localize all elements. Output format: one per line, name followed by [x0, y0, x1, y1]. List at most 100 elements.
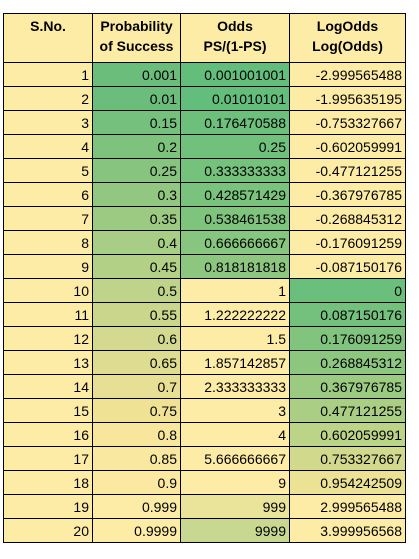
logodds-cell[interactable]: -0.176091259 [289, 230, 406, 255]
probability-cell[interactable]: 0.2 [92, 134, 181, 159]
sno-cell[interactable]: 11 [3, 302, 93, 327]
sno-cell[interactable]: 15 [3, 398, 93, 423]
probability-cell[interactable]: 0.8 [92, 422, 181, 447]
odds-cell[interactable]: 0.176470588 [180, 110, 290, 135]
probability-cell[interactable]: 0.85 [92, 446, 181, 471]
odds-cell[interactable]: 0.001001001 [180, 62, 290, 87]
odds-cell[interactable]: 999 [180, 494, 290, 519]
logodds-cell[interactable]: -0.602059991 [289, 134, 406, 159]
probability-cell[interactable]: 0.25 [92, 158, 181, 183]
table-row: 1 0.001 0.001001001 -2.999565488 [3, 62, 406, 87]
odds-cell[interactable]: 5.666666667 [180, 446, 290, 471]
logodds-cell[interactable]: -0.477121255 [289, 158, 406, 183]
sno-cell[interactable]: 3 [3, 110, 93, 135]
table-row: 16 0.8 4 0.602059991 [3, 422, 406, 447]
probability-cell[interactable]: 0.15 [92, 110, 181, 135]
logodds-cell[interactable]: 0.176091259 [289, 326, 406, 351]
probability-cell[interactable]: 0.65 [92, 350, 181, 375]
logodds-cell[interactable]: 0.954242509 [289, 470, 406, 495]
header-odds-line1: Odds [217, 18, 253, 34]
sno-cell[interactable]: 4 [3, 134, 93, 159]
sno-cell[interactable]: 1 [3, 62, 93, 87]
sno-cell[interactable]: 13 [3, 350, 93, 375]
probability-cell[interactable]: 0.9999 [92, 518, 181, 543]
sno-cell[interactable]: 8 [3, 230, 93, 255]
odds-cell[interactable]: 0.666666667 [180, 230, 290, 255]
logodds-cell[interactable]: -0.753327667 [289, 110, 406, 135]
header-probability-line2: of Success [99, 38, 174, 54]
table-row: 8 0.4 0.666666667 -0.176091259 [3, 230, 406, 255]
table-row: 9 0.45 0.818181818 -0.087150176 [3, 254, 406, 279]
probability-cell[interactable]: 0.7 [92, 374, 181, 399]
probability-cell[interactable]: 0.75 [92, 398, 181, 423]
logodds-cell[interactable]: -2.999565488 [289, 62, 406, 87]
sno-cell[interactable]: 20 [3, 518, 93, 543]
table-row: 20 0.9999 9999 3.999956568 [3, 518, 406, 543]
logodds-cell[interactable]: 3.999956568 [289, 518, 406, 543]
header-sno-line1: S.No. [30, 18, 66, 34]
sno-cell[interactable]: 14 [3, 374, 93, 399]
probability-cell[interactable]: 0.6 [92, 326, 181, 351]
table-row: 2 0.01 0.01010101 -1.995635195 [3, 86, 406, 111]
logodds-cell[interactable]: 0.753327667 [289, 446, 406, 471]
odds-cell[interactable]: 9 [180, 470, 290, 495]
probability-cell[interactable]: 0.45 [92, 254, 181, 279]
probability-cell[interactable]: 0.4 [92, 230, 181, 255]
table-row: 7 0.35 0.538461538 -0.268845312 [3, 206, 406, 231]
sno-cell[interactable]: 7 [3, 206, 93, 231]
table-row: 19 0.999 999 2.999565488 [3, 494, 406, 519]
header-logodds-line2: Log(Odds) [312, 38, 383, 54]
table-row: 11 0.55 1.222222222 0.087150176 [3, 302, 406, 327]
odds-cell[interactable]: 4 [180, 422, 290, 447]
odds-cell[interactable]: 9999 [180, 518, 290, 543]
header-probability-line1: Probability [100, 18, 173, 34]
logodds-cell[interactable]: -0.268845312 [289, 206, 406, 231]
odds-cell[interactable]: 0.428571429 [180, 182, 290, 207]
sno-cell[interactable]: 18 [3, 470, 93, 495]
sno-cell[interactable]: 9 [3, 254, 93, 279]
logodds-cell[interactable]: 0.367976785 [289, 374, 406, 399]
logodds-cell[interactable]: 0.602059991 [289, 422, 406, 447]
logodds-cell[interactable]: 0.477121255 [289, 398, 406, 423]
logodds-cell[interactable]: 2.999565488 [289, 494, 406, 519]
sno-cell[interactable]: 17 [3, 446, 93, 471]
odds-cell[interactable]: 0.01010101 [180, 86, 290, 111]
table-row: 5 0.25 0.333333333 -0.477121255 [3, 158, 406, 183]
probability-cell[interactable]: 0.55 [92, 302, 181, 327]
sno-cell[interactable]: 19 [3, 494, 93, 519]
odds-cell[interactable]: 1 [180, 278, 290, 303]
table-row: 15 0.75 3 0.477121255 [3, 398, 406, 423]
odds-cell[interactable]: 0.25 [180, 134, 290, 159]
odds-cell[interactable]: 1.5 [180, 326, 290, 351]
sno-cell[interactable]: 5 [3, 158, 93, 183]
table-row: 6 0.3 0.428571429 -0.367976785 [3, 182, 406, 207]
odds-cell[interactable]: 1.857142857 [180, 350, 290, 375]
logodds-cell[interactable]: 0 [289, 278, 406, 303]
table-row: 18 0.9 9 0.954242509 [3, 470, 406, 495]
logodds-cell[interactable]: -1.995635195 [289, 86, 406, 111]
probability-cell[interactable]: 0.3 [92, 182, 181, 207]
header-probability: Probability of Success [92, 13, 181, 63]
odds-cell[interactable]: 2.333333333 [180, 374, 290, 399]
probability-cell[interactable]: 0.35 [92, 206, 181, 231]
logodds-cell[interactable]: -0.367976785 [289, 182, 406, 207]
sno-cell[interactable]: 12 [3, 326, 93, 351]
probability-cell[interactable]: 0.9 [92, 470, 181, 495]
odds-cell[interactable]: 0.333333333 [180, 158, 290, 183]
probability-cell[interactable]: 0.5 [92, 278, 181, 303]
odds-cell[interactable]: 1.222222222 [180, 302, 290, 327]
sno-cell[interactable]: 10 [3, 278, 93, 303]
probability-cell[interactable]: 0.999 [92, 494, 181, 519]
odds-cell[interactable]: 3 [180, 398, 290, 423]
sno-cell[interactable]: 6 [3, 182, 93, 207]
probability-cell[interactable]: 0.01 [92, 86, 181, 111]
odds-cell[interactable]: 0.538461538 [180, 206, 290, 231]
table-row: 4 0.2 0.25 -0.602059991 [3, 134, 406, 159]
logodds-cell[interactable]: 0.268845312 [289, 350, 406, 375]
logodds-cell[interactable]: 0.087150176 [289, 302, 406, 327]
logodds-cell[interactable]: -0.087150176 [289, 254, 406, 279]
probability-cell[interactable]: 0.001 [92, 62, 181, 87]
sno-cell[interactable]: 2 [3, 86, 93, 111]
odds-cell[interactable]: 0.818181818 [180, 254, 290, 279]
sno-cell[interactable]: 16 [3, 422, 93, 447]
